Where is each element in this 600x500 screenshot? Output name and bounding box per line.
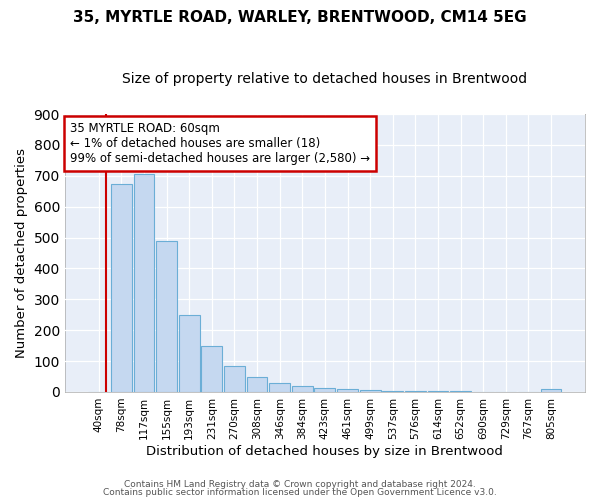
Bar (382, 390, 403, 392)
Bar (405, 391, 426, 392)
Bar (224, 366, 245, 392)
Bar (202, 346, 222, 392)
Bar (134, 174, 154, 392)
Bar (337, 390, 358, 392)
Bar (247, 376, 268, 392)
Bar (179, 315, 200, 392)
Text: 35, MYRTLE ROAD, WARLEY, BRENTWOOD, CM14 5EG: 35, MYRTLE ROAD, WARLEY, BRENTWOOD, CM14… (73, 10, 527, 25)
Text: 35 MYRTLE ROAD: 60sqm
← 1% of detached houses are smaller (18)
99% of semi-detac: 35 MYRTLE ROAD: 60sqm ← 1% of detached h… (70, 122, 370, 166)
Bar (269, 384, 290, 392)
Bar (292, 386, 313, 392)
Bar (314, 388, 335, 392)
Y-axis label: Number of detached properties: Number of detached properties (15, 148, 28, 358)
Bar (156, 240, 177, 392)
Bar (360, 390, 380, 392)
X-axis label: Distribution of detached houses by size in Brentwood: Distribution of detached houses by size … (146, 444, 503, 458)
Bar (541, 390, 562, 392)
Text: Contains public sector information licensed under the Open Government Licence v3: Contains public sector information licen… (103, 488, 497, 497)
Text: Contains HM Land Registry data © Crown copyright and database right 2024.: Contains HM Land Registry data © Crown c… (124, 480, 476, 489)
Bar (111, 184, 132, 392)
Title: Size of property relative to detached houses in Brentwood: Size of property relative to detached ho… (122, 72, 527, 86)
